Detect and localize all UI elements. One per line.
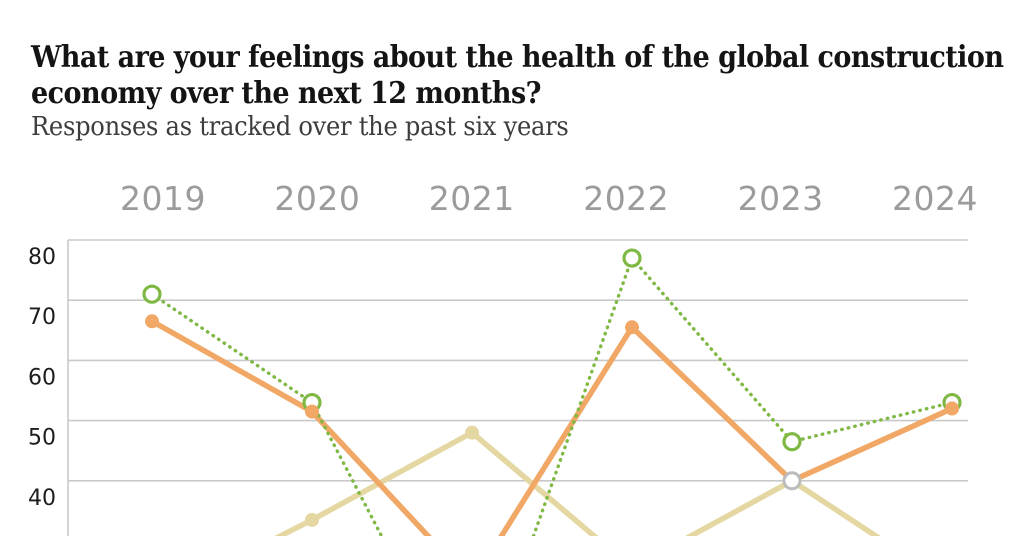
- series-green-dashed-line: [150, 256, 954, 536]
- data-point-orange-2020: [305, 404, 319, 419]
- y-tick-label-80: 80: [28, 245, 56, 270]
- data-point-orange-2019: [145, 314, 159, 329]
- y-axis-tick-labels: 80 70 60 50 40: [28, 245, 56, 511]
- data-point-yellow-2020: [305, 512, 319, 527]
- data-point-green-dashed-2019: [142, 284, 162, 304]
- y-tick-label-50: 50: [28, 426, 56, 451]
- chart-subtitle: Responses as tracked over the past six y…: [31, 112, 569, 142]
- chart-title-line1: What are your feelings about the health …: [31, 40, 1004, 75]
- series-yellow-line: [274, 429, 881, 536]
- series-green-dashed-markers: [142, 248, 962, 452]
- data-point-green-dashed-2022: [622, 248, 642, 268]
- series-orange-line: [150, 318, 954, 536]
- data-point-green-dashed-2023: [782, 432, 802, 452]
- data-point-orange-2024: [945, 401, 959, 416]
- chart-title: What are your feelings about the health …: [31, 40, 1021, 112]
- data-point-orange-2022: [625, 320, 639, 335]
- gridlines: [68, 239, 968, 482]
- data-point-yellow-2021: [465, 425, 479, 440]
- y-tick-label-40: 40: [28, 486, 56, 511]
- overlap-point-marker: [782, 471, 802, 491]
- y-tick-label-70: 70: [28, 305, 56, 330]
- chart-title-line2: economy over the next 12 months?: [31, 76, 541, 111]
- y-tick-label-60: 60: [28, 365, 56, 390]
